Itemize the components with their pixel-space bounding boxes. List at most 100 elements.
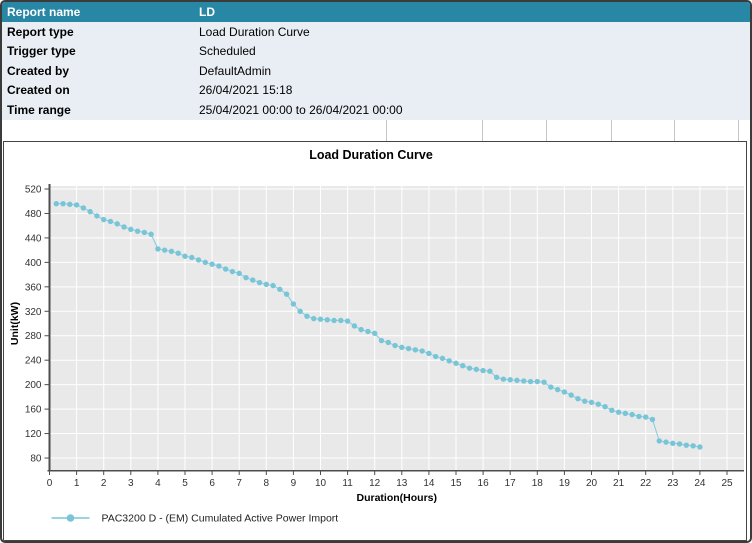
data-point[interactable] (480, 367, 486, 373)
data-point[interactable] (548, 383, 554, 390)
data-point[interactable] (297, 308, 303, 314)
data-point[interactable] (439, 355, 446, 361)
data-point[interactable] (419, 347, 425, 354)
data-point[interactable] (554, 386, 561, 392)
data-point[interactable] (338, 317, 344, 323)
data-point[interactable] (446, 357, 452, 364)
data-point[interactable] (615, 408, 622, 415)
data-point[interactable] (690, 442, 696, 448)
data-point[interactable] (676, 440, 683, 447)
data-point[interactable] (229, 268, 236, 274)
data-point[interactable] (460, 362, 466, 368)
data-point[interactable] (629, 411, 635, 417)
data-point[interactable] (304, 312, 310, 319)
data-point[interactable] (270, 282, 276, 288)
data-point[interactable] (399, 344, 405, 350)
data-point[interactable] (73, 201, 80, 208)
data-point[interactable] (663, 438, 669, 445)
data-point[interactable] (344, 317, 351, 324)
data-point[interactable] (568, 391, 574, 398)
data-point[interactable] (53, 200, 59, 206)
data-point[interactable] (534, 378, 540, 384)
data-point[interactable] (80, 204, 87, 211)
data-point[interactable] (189, 254, 195, 260)
data-point[interactable] (588, 399, 595, 405)
data-point[interactable] (331, 317, 337, 323)
data-point[interactable] (67, 201, 73, 207)
data-point[interactable] (311, 315, 317, 321)
data-point[interactable] (250, 276, 256, 283)
data-point[interactable] (670, 440, 676, 446)
data-point[interactable] (514, 377, 520, 383)
data-point[interactable] (263, 281, 269, 287)
y-axis-title: Unit(kW) (9, 301, 21, 344)
data-point[interactable] (636, 413, 642, 419)
data-point[interactable] (60, 200, 66, 206)
data-point[interactable] (500, 375, 507, 382)
data-point[interactable] (148, 231, 154, 237)
data-point[interactable] (236, 270, 242, 276)
data-point[interactable] (87, 208, 93, 214)
x-tick-label: 3 (128, 478, 134, 489)
data-point[interactable] (372, 330, 378, 336)
data-point[interactable] (94, 212, 100, 219)
data-point[interactable] (656, 437, 662, 444)
data-point[interactable] (128, 226, 134, 232)
data-point[interactable] (487, 367, 493, 374)
data-point[interactable] (114, 220, 120, 227)
data-point[interactable] (493, 374, 500, 380)
data-point[interactable] (317, 316, 324, 322)
data-point[interactable] (561, 388, 568, 395)
data-point[interactable] (405, 345, 412, 351)
data-point[interactable] (324, 316, 330, 323)
data-point[interactable] (649, 416, 656, 422)
series-points[interactable] (53, 200, 703, 450)
data-point[interactable] (283, 290, 290, 297)
data-point[interactable] (527, 378, 534, 384)
data-point[interactable] (182, 253, 188, 259)
data-point[interactable] (432, 353, 439, 359)
data-point[interactable] (453, 360, 459, 366)
data-point[interactable] (473, 366, 480, 372)
data-point[interactable] (392, 342, 398, 348)
data-point[interactable] (101, 216, 107, 222)
data-point[interactable] (121, 223, 127, 230)
data-point[interactable] (134, 227, 141, 234)
data-point[interactable] (141, 229, 148, 235)
data-point[interactable] (168, 248, 175, 254)
y-tick-label: 240 (25, 355, 42, 366)
data-point[interactable] (195, 256, 202, 263)
data-point[interactable] (412, 346, 419, 352)
data-point[interactable] (256, 279, 263, 285)
data-point[interactable] (202, 259, 209, 265)
data-point[interactable] (575, 395, 581, 401)
data-point[interactable] (243, 274, 249, 280)
data-point[interactable] (643, 413, 649, 420)
data-point[interactable] (521, 377, 527, 384)
data-point[interactable] (466, 364, 473, 371)
data-point[interactable] (595, 401, 601, 407)
data-point[interactable] (697, 443, 703, 450)
data-point[interactable] (107, 218, 114, 224)
data-point[interactable] (358, 326, 364, 332)
data-point[interactable] (216, 262, 222, 269)
data-point[interactable] (365, 328, 371, 334)
data-point[interactable] (385, 339, 391, 345)
data-point[interactable] (277, 286, 283, 292)
data-point[interactable] (582, 397, 588, 404)
data-point[interactable] (155, 245, 161, 252)
data-point[interactable] (378, 337, 385, 343)
data-point[interactable] (683, 441, 690, 448)
data-point[interactable] (609, 407, 615, 413)
data-point[interactable] (351, 322, 358, 329)
data-point[interactable] (541, 379, 547, 385)
data-point[interactable] (161, 246, 168, 253)
data-point[interactable] (209, 261, 215, 267)
data-point[interactable] (222, 265, 229, 272)
data-point[interactable] (426, 350, 432, 356)
data-point[interactable] (622, 410, 629, 416)
data-point[interactable] (602, 403, 608, 409)
data-point[interactable] (507, 376, 513, 382)
data-point[interactable] (175, 249, 181, 256)
data-point[interactable] (290, 300, 297, 307)
